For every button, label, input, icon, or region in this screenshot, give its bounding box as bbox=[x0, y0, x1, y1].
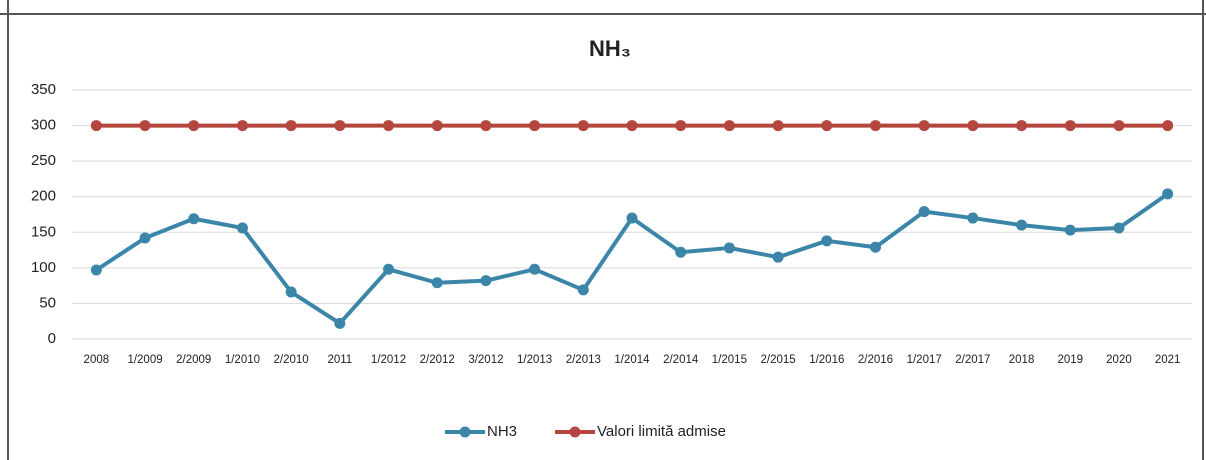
point bbox=[626, 120, 638, 132]
x-tick-label: 2021 bbox=[1155, 354, 1181, 366]
point bbox=[772, 120, 784, 132]
y-tick-label: 200 bbox=[31, 188, 56, 205]
point bbox=[1113, 120, 1125, 132]
point bbox=[918, 206, 930, 218]
point bbox=[529, 120, 541, 132]
point bbox=[139, 120, 151, 132]
x-tick-label: 2/2016 bbox=[858, 354, 893, 366]
point bbox=[188, 213, 200, 225]
point bbox=[675, 246, 687, 258]
x-tick-label: 1/2014 bbox=[614, 354, 650, 366]
point bbox=[967, 212, 979, 224]
point bbox=[431, 120, 443, 132]
point bbox=[577, 284, 589, 296]
point bbox=[236, 222, 248, 234]
point bbox=[577, 120, 589, 132]
point bbox=[383, 120, 395, 132]
point bbox=[1162, 188, 1174, 200]
x-tick-label: 2/2012 bbox=[420, 354, 455, 366]
x-tick-label: 2/2015 bbox=[760, 354, 795, 366]
y-tick-label: 100 bbox=[31, 259, 56, 276]
point bbox=[626, 212, 638, 224]
x-tick-label: 2019 bbox=[1057, 354, 1083, 366]
point bbox=[1113, 222, 1125, 234]
point bbox=[821, 235, 833, 247]
legend-label: NH3 bbox=[487, 423, 517, 440]
point bbox=[285, 286, 297, 298]
point bbox=[821, 120, 833, 132]
point bbox=[431, 277, 443, 289]
point bbox=[383, 263, 395, 275]
point bbox=[918, 120, 930, 132]
point bbox=[139, 232, 151, 244]
point bbox=[869, 120, 881, 132]
point bbox=[1016, 219, 1028, 231]
point bbox=[869, 241, 881, 253]
point bbox=[480, 120, 492, 132]
legend-label: Valori limită admise bbox=[597, 423, 726, 440]
point bbox=[1016, 120, 1028, 132]
legend-marker bbox=[459, 426, 471, 438]
x-tick-label: 3/2012 bbox=[468, 354, 503, 366]
point bbox=[90, 120, 102, 132]
point bbox=[90, 264, 102, 276]
chart-title: NH₃ bbox=[589, 36, 631, 61]
x-tick-label: 2011 bbox=[327, 354, 352, 366]
point bbox=[334, 120, 346, 132]
point bbox=[675, 120, 687, 132]
point bbox=[967, 120, 979, 132]
point bbox=[285, 120, 297, 132]
point bbox=[480, 275, 492, 287]
x-tick-label: 2/2017 bbox=[955, 354, 990, 366]
point bbox=[529, 263, 541, 275]
y-tick-label: 250 bbox=[31, 152, 56, 169]
x-tick-label: 2/2010 bbox=[274, 354, 309, 366]
x-tick-label: 1/2012 bbox=[371, 354, 406, 366]
x-tick-label: 1/2009 bbox=[127, 354, 162, 366]
point bbox=[1064, 120, 1076, 132]
y-tick-label: 350 bbox=[31, 81, 56, 98]
x-tick-label: 1/2010 bbox=[225, 354, 260, 366]
x-tick-label: 1/2016 bbox=[809, 354, 844, 366]
x-tick-label: 1/2013 bbox=[517, 354, 552, 366]
y-tick-label: 0 bbox=[48, 330, 56, 347]
point bbox=[772, 251, 784, 263]
x-tick-label: 1/2015 bbox=[712, 354, 747, 366]
point bbox=[1064, 224, 1076, 236]
point bbox=[334, 317, 346, 329]
point bbox=[723, 242, 735, 254]
x-tick-label: 2020 bbox=[1106, 354, 1132, 366]
point bbox=[723, 120, 735, 132]
x-tick-label: 2/2009 bbox=[176, 354, 211, 366]
x-tick-label: 1/2017 bbox=[907, 354, 942, 366]
point bbox=[1162, 120, 1174, 132]
y-tick-label: 300 bbox=[31, 117, 56, 134]
y-tick-label: 150 bbox=[31, 223, 56, 240]
point bbox=[188, 120, 200, 132]
y-tick-label: 50 bbox=[39, 294, 56, 311]
point bbox=[236, 120, 248, 132]
x-tick-label: 2/2013 bbox=[566, 354, 601, 366]
x-tick-label: 2008 bbox=[84, 354, 110, 366]
x-tick-label: 2/2014 bbox=[663, 354, 699, 366]
legend-marker bbox=[569, 426, 581, 438]
x-tick-label: 2018 bbox=[1009, 354, 1035, 366]
